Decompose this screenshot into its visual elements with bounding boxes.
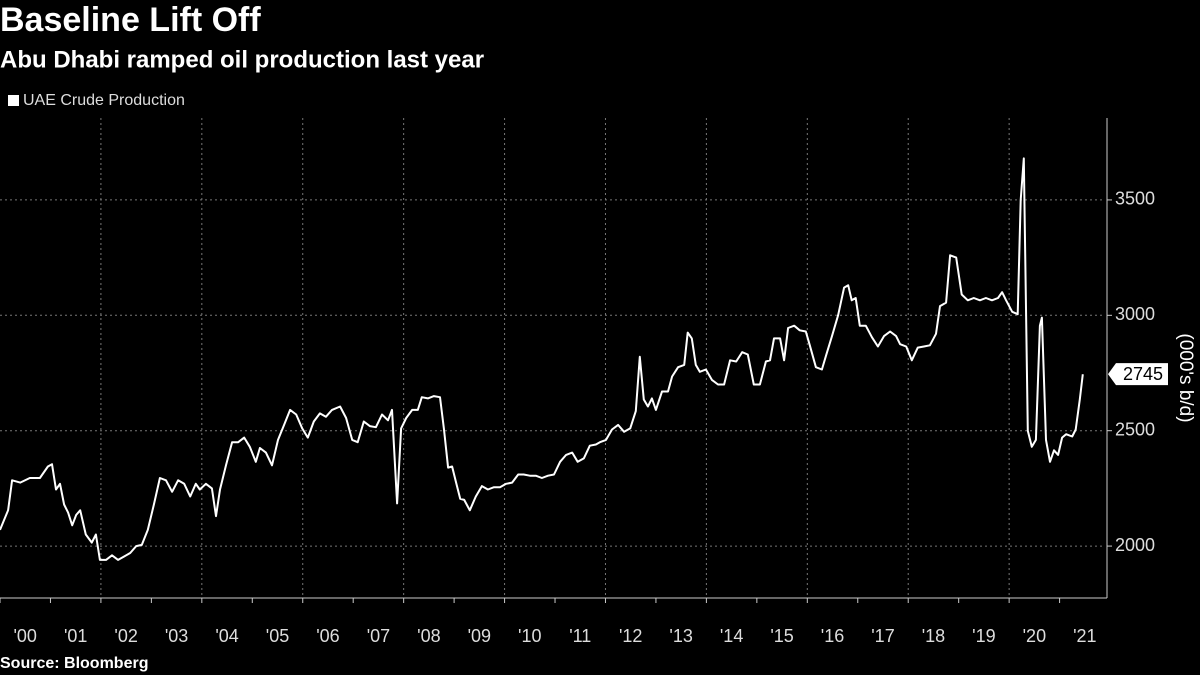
y-tick-label: 3500 [1115, 189, 1155, 209]
x-tick-label: '14 [720, 626, 743, 646]
y-axis-label: (000's b/d) [1175, 333, 1196, 422]
x-tick-label: '09 [468, 626, 491, 646]
chart-subtitle: Abu Dhabi ramped oil production last yea… [0, 46, 484, 73]
x-tick-label: '17 [871, 626, 894, 646]
x-tick-label: '18 [922, 626, 945, 646]
y-tick-label: 2000 [1115, 535, 1155, 555]
x-tick-label: '20 [1023, 626, 1046, 646]
value-callout [1108, 363, 1168, 386]
x-tick-label: '19 [972, 626, 995, 646]
x-tick-label: '00 [13, 626, 36, 646]
line [0, 157, 1084, 561]
x-tick-label: '06 [316, 626, 339, 646]
x-tick-label: '11 [569, 626, 591, 646]
x-tick-label: '02 [114, 626, 137, 646]
x-tick-label: '05 [266, 626, 289, 646]
value-label: 2745 [1123, 364, 1163, 384]
x-tick-label: '15 [770, 626, 793, 646]
y-tick-label: 2500 [1115, 419, 1155, 439]
x-tick-label: '04 [215, 626, 238, 646]
x-tick-label: '16 [821, 626, 844, 646]
x-tick-label: '08 [417, 626, 440, 646]
chart-title: Baseline Lift Off [0, 1, 261, 39]
y-tick-label: 3000 [1115, 304, 1155, 324]
x-tick-label: '12 [619, 626, 642, 646]
x-tick-label: '01 [64, 626, 87, 646]
x-tick-label: '07 [367, 626, 390, 646]
x-tick-label: '21 [1073, 626, 1096, 646]
x-tick-label: '03 [165, 626, 188, 646]
x-tick-label: '10 [518, 626, 541, 646]
source: Source: Bloomberg [0, 655, 148, 672]
legend-label: UAE Crude Production [23, 92, 185, 109]
legend-swatch [8, 95, 19, 106]
x-tick-label: '13 [669, 626, 692, 646]
